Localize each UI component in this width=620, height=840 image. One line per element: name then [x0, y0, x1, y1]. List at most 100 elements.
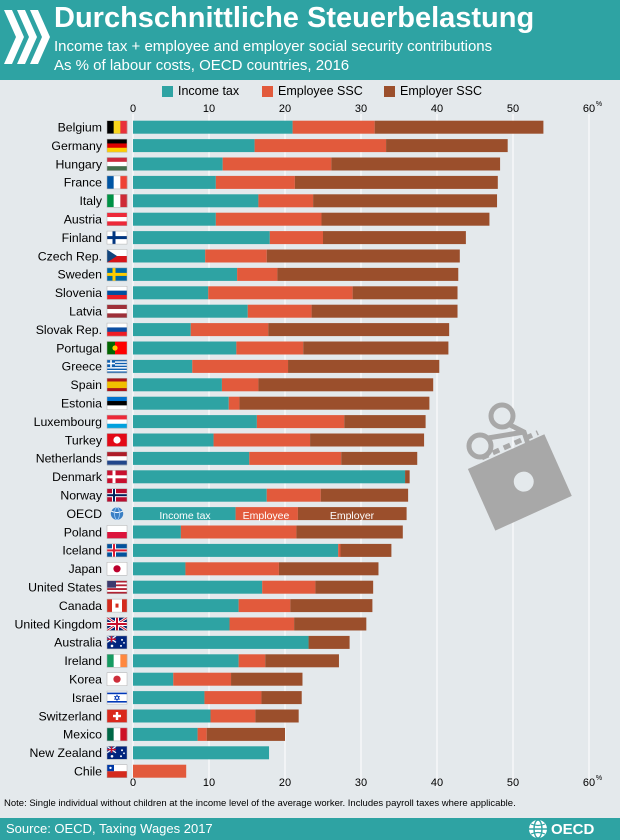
- x-unit-label: %: [596, 101, 602, 108]
- bar-row: Ireland: [64, 654, 339, 668]
- country-flag-icon: [106, 378, 128, 392]
- chevron-logo-icon: [4, 10, 50, 64]
- country-flag-icon: [106, 157, 128, 171]
- oecd-logo: OECD: [528, 819, 594, 839]
- bar-employer-ssc: [321, 212, 490, 226]
- x-tick-label: 0: [130, 103, 136, 115]
- bar-income-tax: [133, 654, 239, 668]
- bar-income-tax: [133, 599, 239, 613]
- country-flag-icon: [106, 267, 128, 282]
- country-flag-icon: [106, 120, 128, 134]
- category-label: Switzerland: [38, 709, 102, 723]
- bar-income-tax: [133, 139, 255, 153]
- country-flag-icon: [106, 249, 128, 263]
- country-flag-icon: [106, 709, 128, 723]
- bar-income-tax: [133, 580, 263, 594]
- bar-row: Japan: [68, 562, 379, 576]
- category-label: Italy: [79, 194, 102, 208]
- legend-item-employer-ssc: Employer SSC: [384, 84, 482, 98]
- bar-employee-ssc: [221, 378, 259, 392]
- bar-employer-ssc: [294, 175, 498, 189]
- bar-row: Norway: [60, 488, 409, 503]
- category-label: Germany: [51, 139, 102, 153]
- bar-employee-ssc: [229, 617, 295, 631]
- bar-employee-ssc: [236, 341, 304, 355]
- country-flag-icon: [106, 764, 128, 778]
- bar-row: OECD: [66, 507, 407, 521]
- bar-employer-ssc: [255, 709, 299, 723]
- bar-rows: Belgium Germany Hungary France Italy Austria F…: [15, 120, 544, 779]
- axis-ticks: 0 0 10 10 20 20 30 30 40 40 50 50 60 60%%: [130, 101, 602, 789]
- bar-income-tax: [133, 543, 339, 557]
- x-tick-label: 50: [507, 103, 519, 115]
- bar-employer-ssc: [265, 654, 339, 668]
- bar-employer-ssc: [308, 635, 350, 649]
- bar-employer-ssc: [288, 359, 440, 373]
- bar-employer-ssc: [315, 580, 374, 594]
- bar-row: Czech Rep.: [38, 249, 460, 263]
- bar-employee-ssc: [235, 507, 298, 521]
- bar-row: Korea: [69, 672, 303, 687]
- country-flag-icon: [106, 414, 128, 429]
- bar-employer-ssc: [310, 433, 425, 447]
- bar-income-tax: [133, 286, 209, 300]
- bar-row: Germany: [51, 138, 508, 153]
- x-tick-label: 20: [279, 103, 291, 115]
- country-flag-icon: [106, 138, 128, 153]
- bar-income-tax: [133, 691, 205, 705]
- bar-income-tax: [133, 341, 237, 355]
- oecd-bar-labels: Income tax Employee Employer: [159, 510, 374, 522]
- bar-row: Turkey: [65, 433, 425, 447]
- country-flag-icon: [106, 396, 128, 410]
- oecd-globe-icon: [529, 819, 547, 839]
- bar-employee-ssc: [210, 709, 256, 723]
- oecd-label-employee: Employee: [243, 510, 290, 522]
- bar-income-tax: [133, 378, 222, 392]
- bar-employee-ssc: [173, 672, 232, 686]
- legend-item-income-tax: Income tax: [162, 84, 239, 98]
- bar-row: Finland: [62, 230, 466, 245]
- oecd-label-income-tax: Income tax: [159, 510, 211, 522]
- bar-employee-ssc: [249, 451, 342, 465]
- bar-income-tax: [133, 488, 267, 502]
- category-label: United States: [28, 581, 102, 595]
- footnote: Note: Single individual without children…: [4, 798, 516, 809]
- country-flag-icon: [106, 175, 128, 190]
- bar-employee-ssc: [266, 488, 321, 502]
- bar-employer-ssc: [374, 120, 544, 134]
- legend-label-employer-ssc: Employer SSC: [400, 84, 482, 98]
- x-tick-label: 40: [431, 777, 443, 789]
- country-flag-icon: [110, 507, 124, 520]
- category-label: Greece: [62, 360, 102, 374]
- country-flag-icon: [106, 525, 128, 539]
- subtitle-line-2: As % of labour costs, OECD countries, 20…: [54, 57, 350, 74]
- country-flag-icon: [106, 194, 128, 208]
- country-flag-icon: [106, 543, 128, 558]
- category-label: Finland: [62, 231, 102, 245]
- bar-employer-ssc: [323, 231, 466, 245]
- bar-row: New Zealand: [30, 745, 270, 760]
- bar-income-tax: [133, 157, 223, 171]
- bar-employer-ssc: [341, 451, 418, 465]
- bar-employer-ssc: [297, 507, 407, 521]
- country-flag-icon: [106, 433, 128, 447]
- chart-legend: Income tax Employee SSC Employer SSC: [0, 84, 620, 100]
- bar-employer-ssc: [294, 617, 367, 631]
- category-label: Slovenia: [55, 286, 102, 300]
- x-tick-label: 30: [355, 777, 367, 789]
- bar-income-tax: [133, 249, 206, 263]
- country-flag-icon: [106, 230, 128, 245]
- bar-row: Belgium: [58, 120, 544, 135]
- bar-employee-ssc: [204, 691, 262, 705]
- bar-row: Switzerland: [38, 709, 299, 723]
- bar-income-tax: [133, 359, 193, 373]
- bar-employer-ssc: [405, 470, 410, 484]
- footer-bar: Source: OECD, Taxing Wages 2017 OECD: [0, 818, 620, 840]
- bar-row: Sweden: [58, 267, 459, 282]
- country-flag-icon: [106, 727, 128, 742]
- bar-income-tax: [133, 507, 236, 521]
- bar-employee-ssc: [238, 654, 266, 668]
- category-label: Belgium: [58, 121, 102, 135]
- bar-income-tax: [133, 617, 230, 631]
